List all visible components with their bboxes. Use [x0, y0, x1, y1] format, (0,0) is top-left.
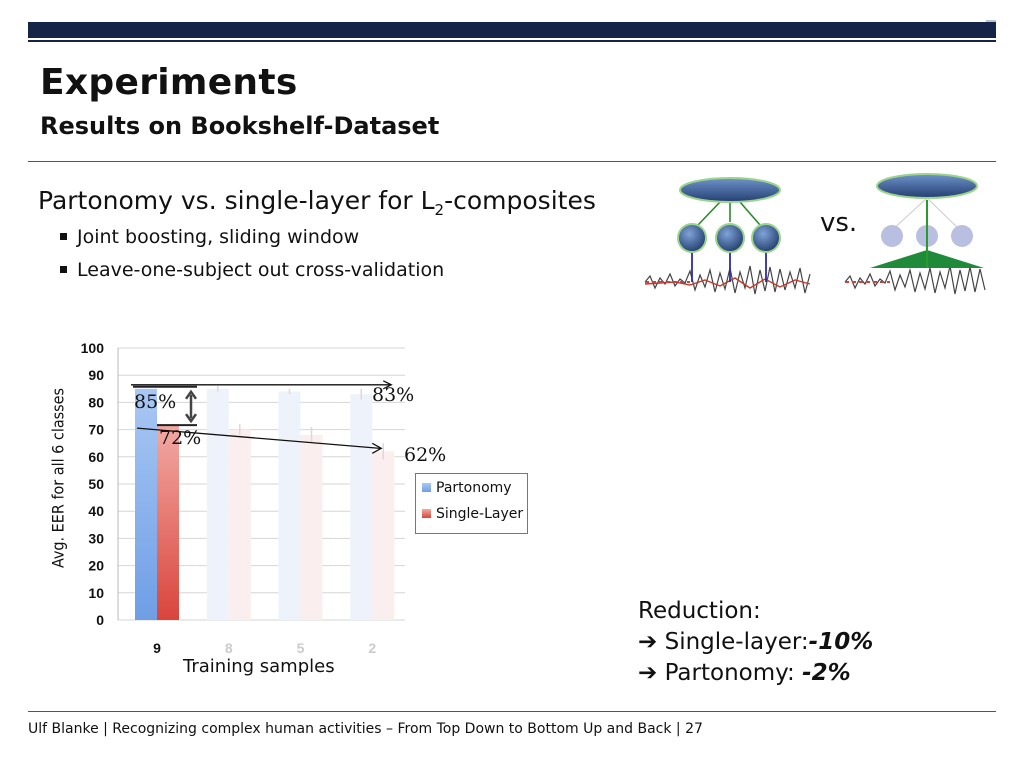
arrow-head	[184, 389, 198, 400]
y-tick-label: 90	[88, 367, 104, 383]
bullet-item: Leave-one-subject out cross-validation	[60, 259, 444, 281]
y-tick-label: 30	[88, 530, 104, 546]
signal-trace	[844, 265, 986, 295]
arrow-right-icon: ➔	[638, 629, 658, 655]
chart-bars	[135, 386, 395, 620]
bar-chart: 0 10 20 30 40 50 60 70 80 90 100 9 8 5 2	[81, 340, 405, 656]
bar-partonomy-2	[350, 394, 373, 620]
annotation-single-layer-2: 62%	[404, 444, 447, 466]
y-axis-ticks: 0 10 20 30 40 50 60 70 80 90 100	[81, 340, 105, 628]
y-tick-label: 100	[81, 340, 105, 356]
arrow-head	[184, 413, 198, 424]
reduction-value: -10%	[808, 629, 874, 655]
bullet-text: Joint boosting, sliding window	[77, 226, 360, 248]
slide-title: Experiments	[40, 62, 298, 103]
partonomy-diagram	[644, 177, 811, 295]
single-layer-diagram	[844, 173, 986, 295]
arrow-right-icon: ➔	[638, 660, 658, 686]
bar-partonomy-5	[278, 391, 301, 620]
slide-subtitle: Results on Bookshelf-Dataset	[40, 112, 440, 140]
signal-trace	[644, 277, 811, 289]
bar-single-layer-8	[228, 429, 251, 620]
heading-main: Partonomy vs. single-layer for L	[38, 186, 435, 215]
annotation-single-layer-9: 72%	[159, 427, 202, 449]
bar-partonomy-9	[135, 388, 157, 620]
x-tick-label: 2	[368, 640, 376, 656]
divider	[28, 161, 996, 162]
x-tick-label: 9	[153, 640, 161, 656]
annotation-partonomy-2: 83%	[372, 384, 415, 406]
y-tick-label: 20	[88, 558, 104, 574]
y-tick-label: 10	[88, 585, 104, 601]
reduction-box: Reduction: ➔ Single-layer:-10% ➔ Partono…	[638, 596, 873, 689]
model-diagram	[644, 173, 986, 295]
x-axis-ticks: 9 8 5 2	[153, 640, 376, 656]
y-tick-label: 60	[88, 449, 104, 465]
bar-partonomy-8	[206, 388, 229, 620]
footer-divider	[28, 711, 996, 712]
heading-tail: -composites	[444, 186, 596, 215]
bar-single-layer-9	[157, 424, 179, 620]
arrow-head	[371, 442, 383, 454]
legend-label: Partonomy	[436, 480, 512, 496]
header-line	[28, 40, 996, 42]
chart-annotations	[131, 380, 393, 454]
reduction-label: Partonomy:	[664, 660, 803, 686]
bar-single-layer-2	[372, 451, 395, 620]
vs-label: vs.	[820, 208, 858, 238]
section-heading: Partonomy vs. single-layer for L2-compos…	[38, 186, 596, 219]
footer-text: Ulf Blanke | Recognizing complex human a…	[28, 721, 703, 737]
bar-single-layer-5	[300, 435, 323, 620]
reduction-title: Reduction:	[638, 598, 761, 624]
bullet-square-icon	[60, 266, 67, 273]
y-tick-label: 0	[96, 612, 104, 628]
y-tick-label: 80	[88, 394, 104, 410]
x-tick-label: 5	[297, 640, 305, 656]
annotation-partonomy-9: 85%	[134, 391, 177, 413]
legend-swatch	[422, 509, 431, 518]
legend-label: Single-Layer	[436, 506, 524, 522]
reduction-value: -2%	[802, 660, 851, 686]
reduction-line-single: ➔ Single-layer:-10%	[638, 627, 873, 658]
signal-trace	[644, 265, 811, 295]
y-axis-label: Avg. EER for all 6 classes	[48, 387, 68, 569]
bullet-square-icon	[60, 233, 67, 240]
bullet-text: Leave-one-subject out cross-validation	[77, 259, 445, 281]
y-tick-label: 70	[88, 422, 104, 438]
legend-item-single-layer: Single-Layer	[422, 506, 523, 522]
x-tick-label: 8	[225, 640, 233, 656]
trend-arrow-single-layer	[136, 427, 381, 450]
heading-subscript: 2	[434, 201, 445, 219]
header-bar	[28, 22, 996, 38]
y-tick-label: 50	[88, 476, 104, 492]
arrow-head	[382, 380, 393, 390]
reduction-label: Single-layer:	[664, 629, 809, 655]
legend-item-partonomy: Partonomy	[422, 480, 512, 496]
chart-legend: Partonomy Single-Layer	[415, 473, 528, 534]
legend-swatch	[422, 483, 431, 492]
y-tick-label: 40	[88, 503, 104, 519]
bullet-item: Joint boosting, sliding window	[60, 226, 359, 248]
reduction-line-partonomy: ➔ Partonomy: -2%	[638, 658, 873, 689]
x-axis-label: Training samples	[183, 656, 335, 677]
